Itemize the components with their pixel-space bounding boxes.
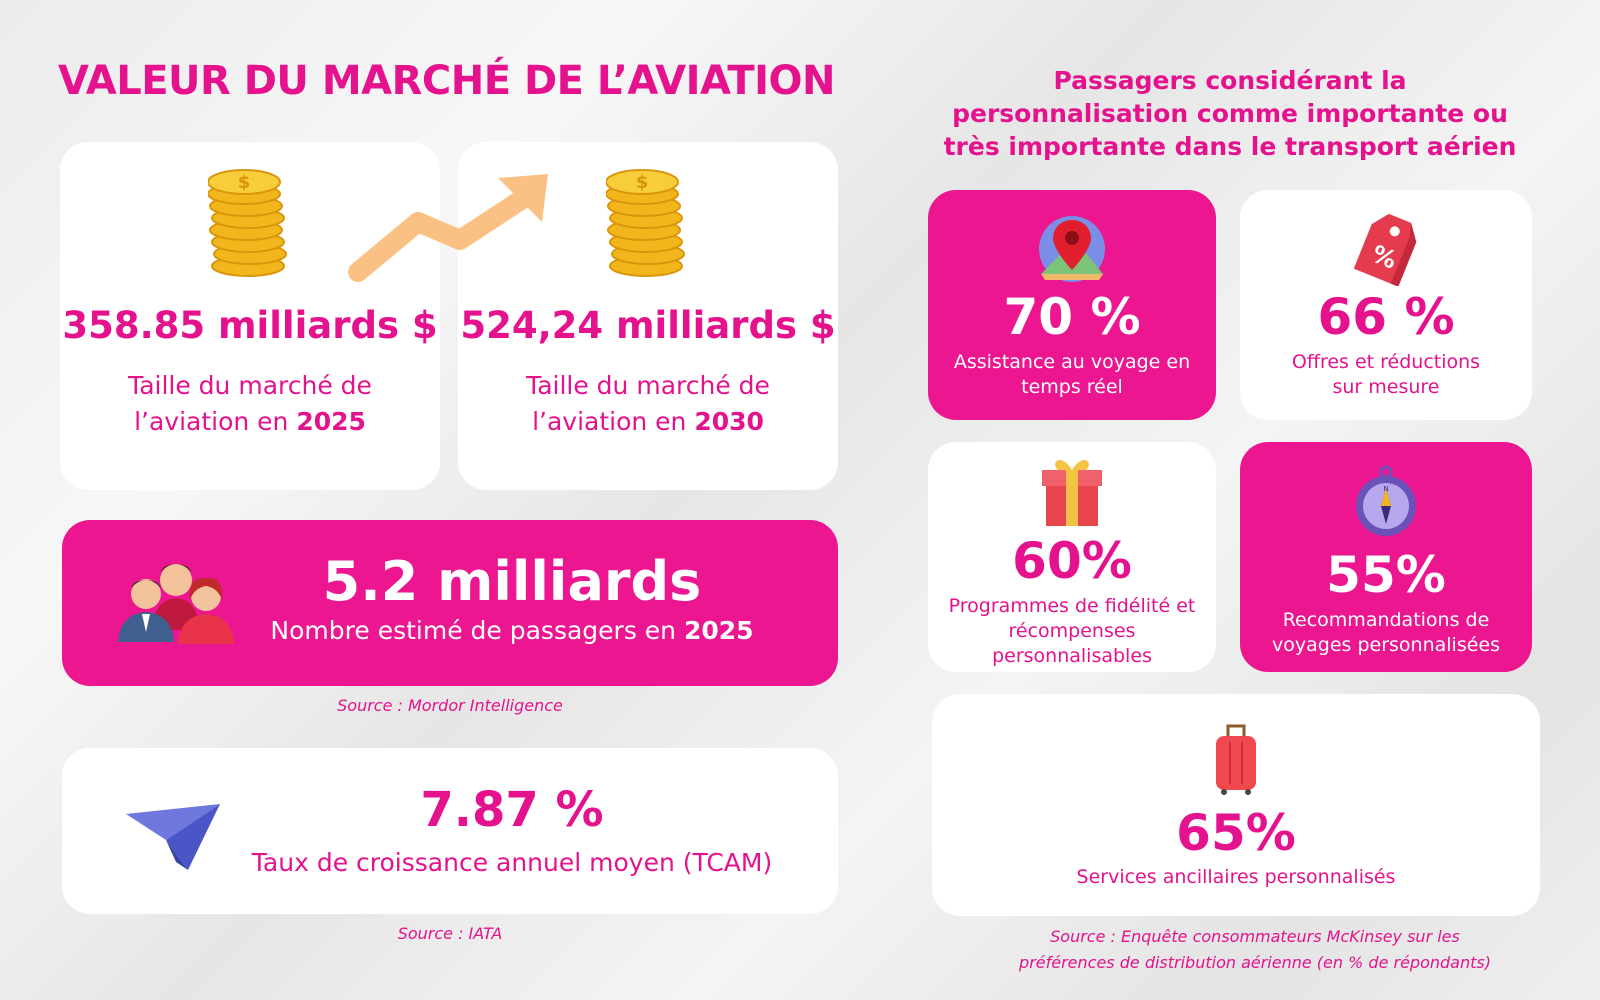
market-2025-year: 2025: [296, 407, 366, 436]
market-2025-caption-text: Taille du marché de l’aviation en: [128, 371, 372, 436]
market-2025-value: 358.85 milliards $: [62, 304, 438, 347]
survey-card-loyalty: 60% Programmes de fidélité et récompense…: [928, 442, 1216, 672]
survey-value-ancillary: 65%: [1176, 804, 1296, 862]
passengers-value: 5.2 milliards: [322, 550, 702, 613]
passengers-caption-text: Nombre estimé de passagers en: [270, 616, 684, 645]
growth-arrow-icon: [348, 172, 554, 284]
passengers-source: Source : Mordor Intelligence: [337, 696, 563, 715]
market-2025-card: $ 358.85 milliards $ Taille du marché de…: [60, 142, 440, 490]
survey-source: Source : Enquête consommateurs McKinsey …: [1019, 927, 1491, 972]
survey-card-travel-assistance: 70 % Assistance au voyage en temps réel: [928, 190, 1216, 420]
survey-value-travel-assistance: 70 %: [1003, 288, 1141, 346]
survey-label-ancillary: Services ancillaires personnalisés: [1076, 866, 1396, 888]
page-title: VALEUR DU MARCHÉ DE L’AVIATION: [58, 58, 836, 104]
cagr-value: 7.87 %: [420, 782, 604, 838]
people-icon: [114, 558, 236, 648]
cagr-card: 7.87 % Taux de croissance annuel moyen (…: [62, 748, 838, 914]
suitcase-icon: [1214, 722, 1258, 796]
survey-value-recommendations: 55%: [1326, 546, 1446, 604]
passengers-year: 2025: [683, 616, 754, 645]
svg-text:$: $: [238, 172, 251, 193]
market-2030-caption: Taille du marché de l’aviation en 2030: [498, 368, 798, 440]
cagr-source: Source : IATA: [397, 924, 503, 943]
survey-label-travel-assistance: Assistance au voyage en temps réel: [953, 351, 1191, 398]
paper-plane-icon: [126, 800, 222, 872]
svg-text:N: N: [1383, 485, 1388, 493]
survey-value-tailored-offers: 66 %: [1317, 288, 1455, 346]
passengers-caption: Nombre estimé de passagers en 2025: [262, 616, 762, 645]
map-pin-icon: [1037, 214, 1107, 284]
survey-card-ancillary: 65% Services ancillaires personnalisés: [932, 694, 1540, 916]
cagr-caption: Taux de croissance annuel moyen (TCAM): [251, 848, 773, 877]
survey-label-loyalty: Programmes de fidélité et récompenses pe…: [948, 595, 1196, 667]
survey-label-recommendations: Recommandations de voyages personnalisée…: [1272, 609, 1500, 656]
svg-text:$: $: [636, 172, 649, 193]
market-2030-value: 524,24 milliards $: [460, 304, 836, 347]
coins-icon: $: [606, 166, 692, 278]
passengers-card: 5.2 milliards Nombre estimé de passagers…: [62, 520, 838, 686]
survey-label-tailored-offers: Offres et réductions sur mesure: [1291, 351, 1481, 398]
coins-icon: $: [208, 166, 294, 278]
gift-icon: [1038, 454, 1106, 528]
survey-card-recommendations: N 55% Recommandations de voyages personn…: [1240, 442, 1532, 672]
market-2025-caption: Taille du marché de l’aviation en 2025: [100, 368, 400, 440]
market-2030-caption-text: Taille du marché de l’aviation en: [526, 371, 770, 436]
price-tag-icon: %: [1352, 210, 1424, 286]
market-2030-year: 2030: [694, 407, 764, 436]
survey-card-tailored-offers: % 66 % Offres et réductions sur mesure: [1240, 190, 1532, 420]
survey-value-loyalty: 60%: [1012, 532, 1132, 590]
compass-icon: N: [1354, 464, 1418, 538]
survey-title: Passagers considérant la personnalisatio…: [943, 66, 1517, 161]
